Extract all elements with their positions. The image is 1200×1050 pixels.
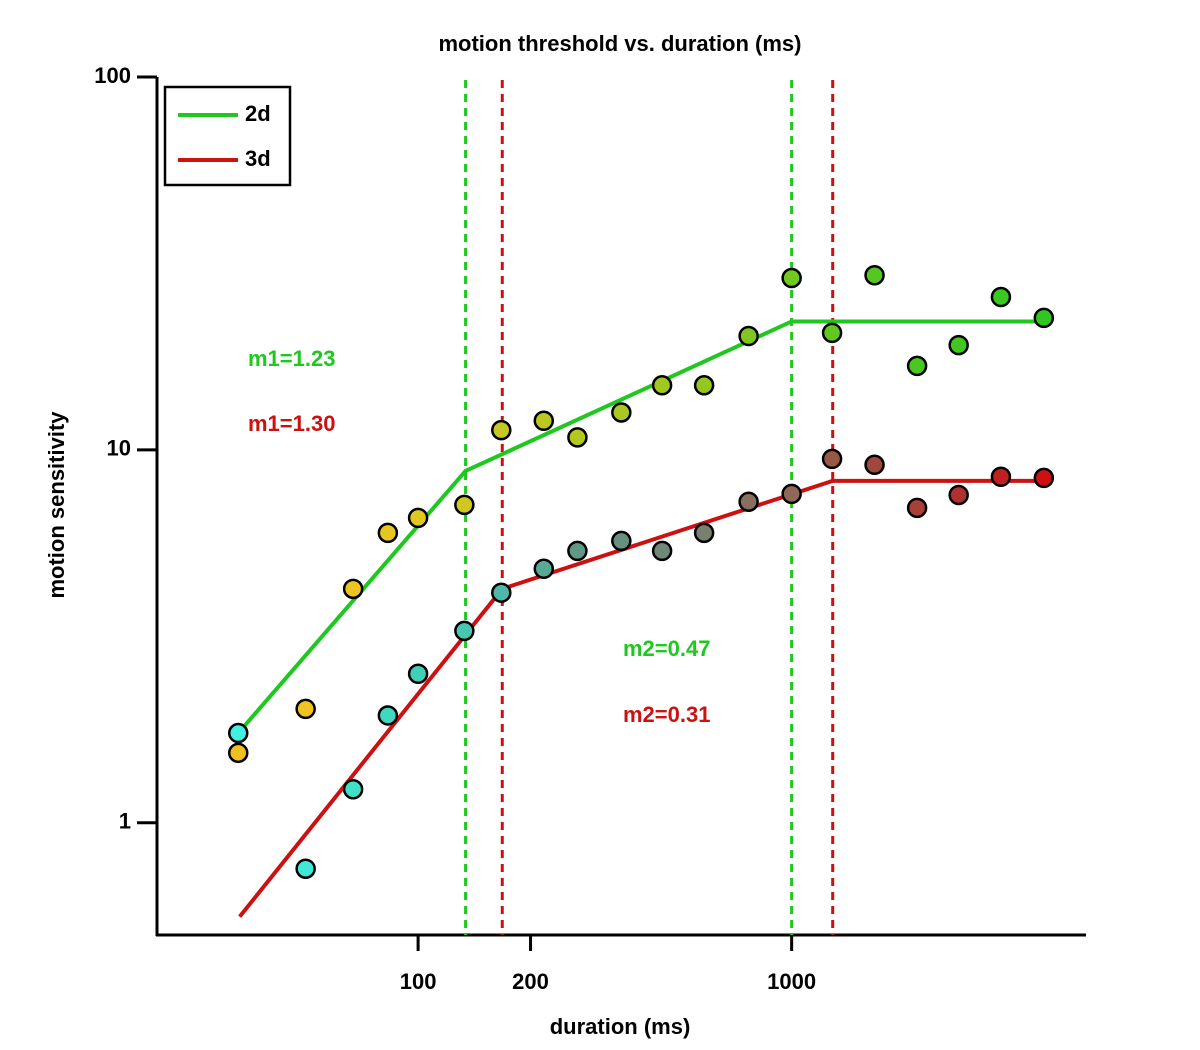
x-axis-label: duration (ms) xyxy=(550,1014,691,1039)
data-point xyxy=(1033,307,1055,329)
data-point xyxy=(611,402,632,423)
data-point xyxy=(651,540,673,562)
y-axis-label: motion sensitivity xyxy=(44,411,69,599)
legend-box xyxy=(163,85,292,187)
data-point xyxy=(693,375,715,396)
data-point xyxy=(491,419,512,441)
fit-line xyxy=(236,319,1044,735)
data-point xyxy=(864,264,885,286)
data-point xyxy=(295,698,316,720)
data-point xyxy=(821,448,843,470)
data-point xyxy=(821,322,843,344)
data-point xyxy=(295,858,316,879)
data-point xyxy=(781,483,802,505)
legend-label: 3d xyxy=(245,146,271,171)
data-point xyxy=(342,778,364,800)
data-point xyxy=(377,522,399,544)
data-point xyxy=(567,540,588,562)
y-tick-label: 10 xyxy=(107,436,131,461)
chart-title: motion threshold vs. duration (ms) xyxy=(438,31,801,56)
data-point xyxy=(738,325,759,347)
data-point xyxy=(407,663,429,684)
data-point xyxy=(906,497,928,519)
data-point xyxy=(491,582,512,603)
data-point xyxy=(454,620,475,642)
data-point xyxy=(948,334,969,356)
data-point xyxy=(1033,467,1055,489)
data-point xyxy=(567,427,588,448)
data-point xyxy=(454,494,475,516)
data-point xyxy=(990,466,1012,488)
data-point xyxy=(990,286,1012,308)
data-point xyxy=(377,705,399,726)
data-point xyxy=(693,522,715,544)
data-point xyxy=(864,454,885,476)
legend-label: 2d xyxy=(245,101,271,126)
data-point xyxy=(533,558,555,579)
data-point xyxy=(342,578,364,600)
y-tick-label: 1 xyxy=(119,809,131,834)
data-point xyxy=(651,375,673,396)
y-tick-label: 100 xyxy=(94,63,131,88)
x-tick-label: 1000 xyxy=(767,969,816,994)
data-point xyxy=(611,530,632,552)
annotation: m1=1.23 xyxy=(248,346,335,371)
data-point xyxy=(227,722,249,744)
fit-line xyxy=(238,478,1044,918)
data-point xyxy=(533,410,555,432)
data-point xyxy=(407,507,429,529)
annotation: m2=0.31 xyxy=(623,702,710,727)
data-point xyxy=(227,742,249,764)
x-tick-label: 200 xyxy=(512,969,549,994)
data-point xyxy=(906,355,928,377)
x-tick-label: 100 xyxy=(400,969,437,994)
data-point xyxy=(781,267,802,289)
data-point xyxy=(948,484,969,506)
annotation: m1=1.30 xyxy=(248,411,335,436)
annotation: m2=0.47 xyxy=(623,636,710,661)
data-point xyxy=(738,491,759,512)
